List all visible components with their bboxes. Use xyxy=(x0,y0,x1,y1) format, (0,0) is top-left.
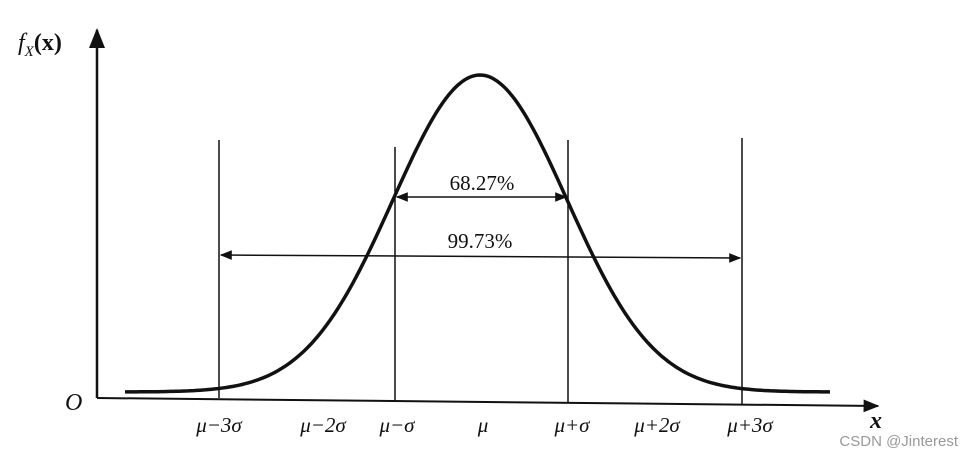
interval-label: 68.27% xyxy=(450,171,515,195)
y-axis-label: fX(x) xyxy=(18,30,62,60)
x-tick-label: μ−2σ xyxy=(299,413,347,437)
watermark: CSDN @Jinterest xyxy=(839,433,958,450)
x-tick-label: μ xyxy=(477,413,489,437)
interval-arrow xyxy=(219,250,742,263)
y-label-tail: (x) xyxy=(34,30,62,56)
interval-label: 99.73% xyxy=(448,229,513,253)
y-label-f: f xyxy=(18,30,28,56)
bell-curve xyxy=(125,73,830,394)
x-axis-label: x xyxy=(869,408,882,434)
y-label-sub: X xyxy=(24,44,35,60)
origin-label: O xyxy=(65,390,82,416)
x-tick-label: μ+2σ xyxy=(633,413,681,437)
x-tick-label: μ+σ xyxy=(553,413,591,437)
x-tick-label: μ−σ xyxy=(378,413,416,437)
x-axis xyxy=(96,397,880,413)
x-tick-label: μ+3σ xyxy=(726,413,774,437)
x-tick-label: μ−3σ xyxy=(195,413,243,437)
